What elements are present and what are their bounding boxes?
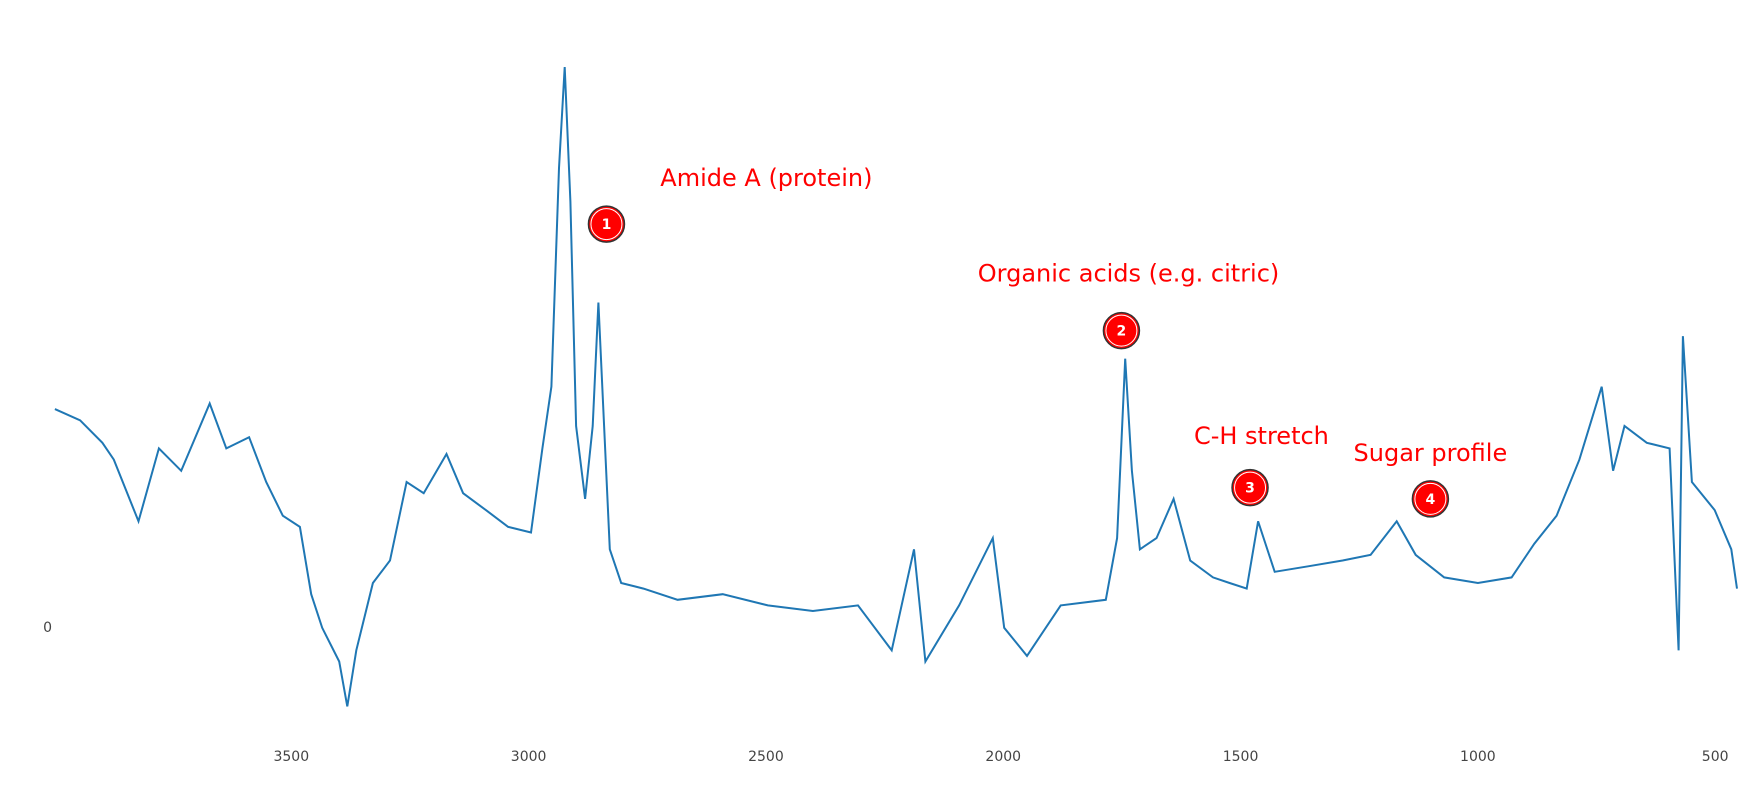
marker-circle	[1411, 480, 1450, 518]
marker-ring	[590, 208, 623, 241]
annotation-label: Organic acids (e.g. citric)	[978, 260, 1280, 288]
annotation-label: C-H stretch	[1194, 422, 1329, 450]
x-tick-label: 500	[1702, 749, 1729, 765]
x-tick-label: 2500	[748, 749, 784, 765]
x-tick-label: 2000	[985, 749, 1021, 765]
x-tick-label: 3500	[273, 749, 309, 765]
annotation-marker: 2	[1102, 311, 1141, 350]
x-tick-label: 3000	[511, 749, 547, 765]
annotation-label: Sugar profile	[1354, 439, 1508, 467]
x-tick-label: 1500	[1223, 749, 1259, 765]
annotation-marker: 4	[1411, 480, 1450, 518]
annotation-marker: 3	[1231, 468, 1269, 507]
marker-ring	[1105, 314, 1138, 347]
marker-number: 1	[602, 217, 612, 233]
marker-circle	[1102, 311, 1141, 350]
y-tick-label: 0	[43, 620, 52, 636]
marker-circle	[587, 205, 626, 243]
annotation-marker: 1	[587, 205, 626, 243]
marker-number: 4	[1426, 492, 1436, 508]
marker-number: 2	[1117, 324, 1127, 340]
x-tick-label: 1000	[1460, 749, 1496, 765]
spectrum-line	[54, 66, 1738, 707]
marker-ring	[1234, 471, 1267, 504]
annotation-label: Amide A (protein)	[660, 164, 872, 192]
marker-ring	[1414, 482, 1447, 515]
marker-circle	[1231, 468, 1269, 507]
marker-number: 3	[1245, 481, 1255, 497]
